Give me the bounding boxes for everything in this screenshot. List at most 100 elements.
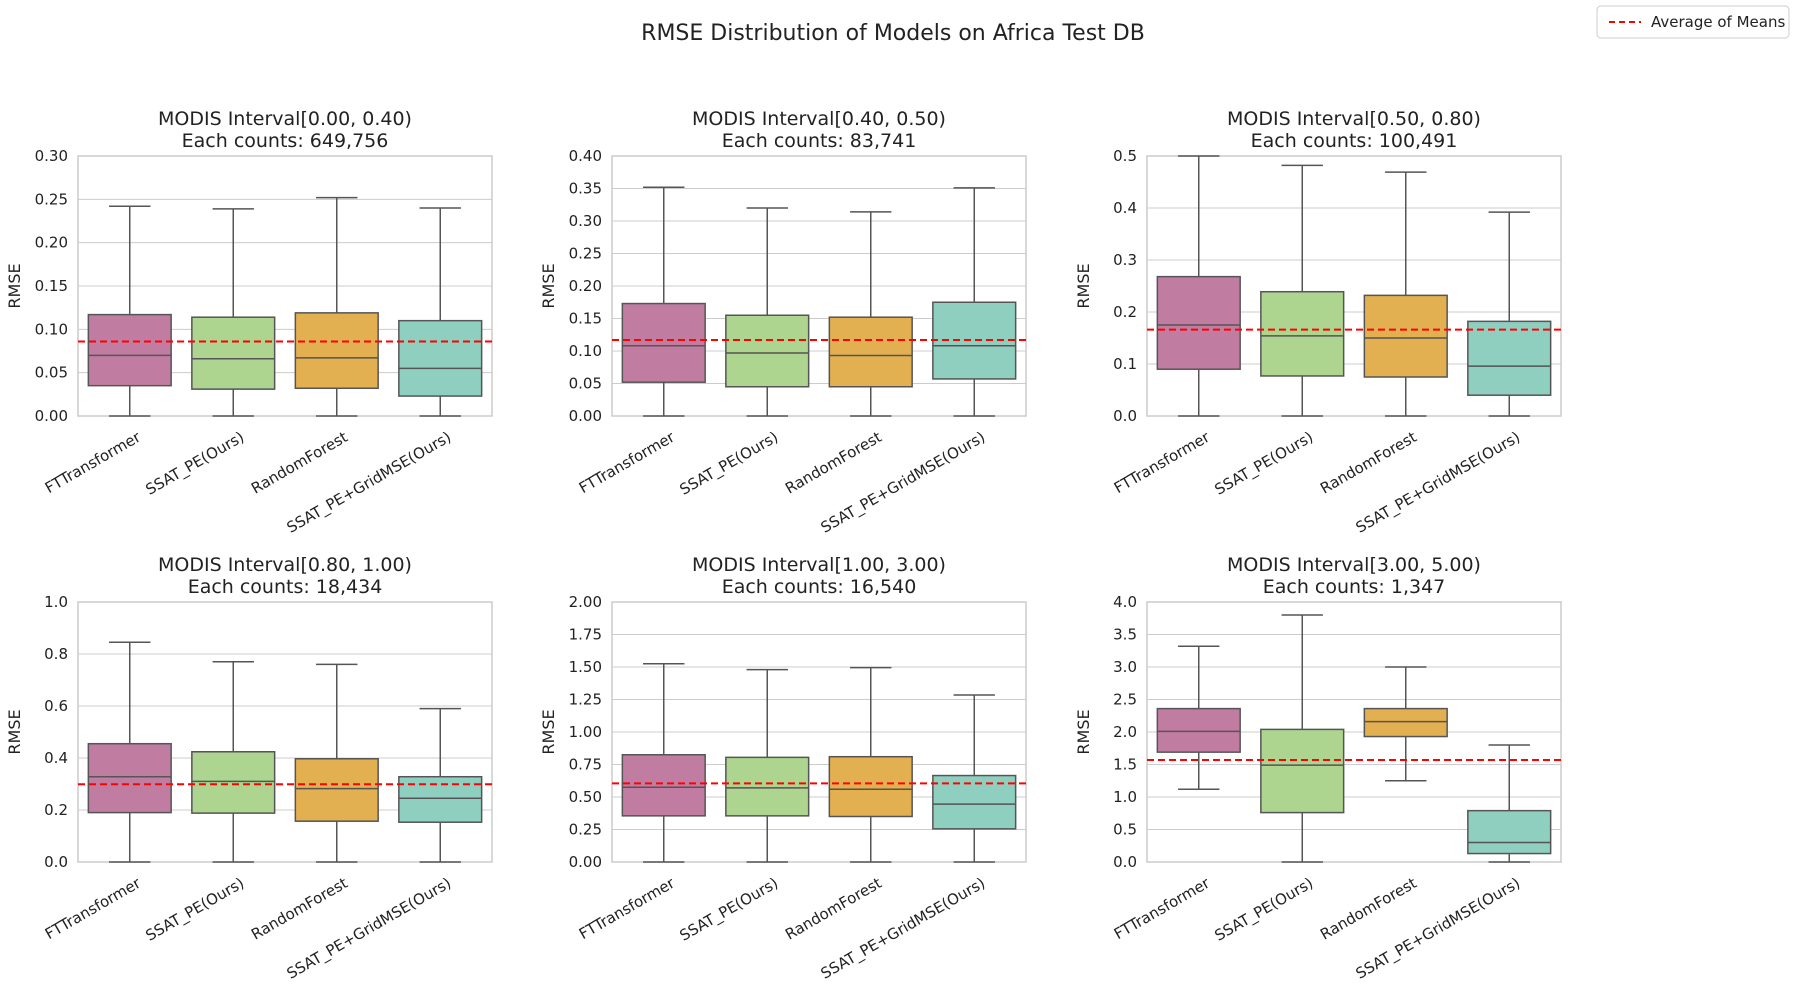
x-tick-label: SSAT_PE(Ours): [1211, 428, 1316, 500]
legend-frame: [1596, 5, 1790, 39]
box-4: [932, 187, 1017, 417]
box-1: [87, 205, 172, 417]
box-4: [398, 707, 483, 863]
panel-subtitle: Each counts: 649,756: [182, 130, 389, 152]
legend-label: Average of Means: [1651, 13, 1785, 31]
subplot-3: MODIS Interval[0.50, 0.80)Each counts: 1…: [1074, 108, 1562, 538]
box-2: [1260, 164, 1345, 417]
y-tick-label: 0.25: [569, 821, 602, 839]
y-tick-label: 1.5: [1113, 756, 1137, 774]
iqr-box: [1156, 275, 1241, 370]
axes-frame: [1146, 601, 1562, 863]
x-tick-label: FTTransformer: [42, 427, 145, 497]
y-tick-label: 1.25: [569, 691, 602, 709]
subplot-4: MODIS Interval[0.80, 1.00)Each counts: 1…: [5, 554, 493, 984]
iqr-box: [294, 312, 379, 390]
y-tick-label: 1.0: [1113, 788, 1137, 806]
iqr-box: [1260, 728, 1345, 814]
box-1: [621, 186, 706, 417]
box-3: [1363, 171, 1448, 417]
panel-title: MODIS Interval[0.00, 0.40): [158, 108, 412, 130]
iqr-box: [1260, 290, 1345, 377]
y-tick-label: 0.1: [1113, 355, 1137, 373]
y-tick-label: 0.25: [35, 190, 68, 208]
iqr-box: [191, 751, 276, 814]
y-tick-label: 0.30: [35, 147, 68, 165]
x-tick-label: RandomForest: [1317, 428, 1420, 498]
y-tick-label: 0.3: [1113, 251, 1137, 269]
y-tick-label: 0.50: [569, 788, 602, 806]
x-tick-label: FTTransformer: [576, 427, 679, 497]
box-3: [828, 211, 913, 417]
y-tick-label: 0.35: [569, 180, 602, 198]
box-2: [191, 208, 276, 417]
y-axis-label: RMSE: [5, 709, 24, 754]
x-tick-label: SSAT_PE(Ours): [142, 874, 247, 946]
box-2: [191, 661, 276, 863]
x-tick-label: RandomForest: [248, 428, 351, 498]
panel-title: MODIS Interval[0.80, 1.00): [158, 554, 412, 576]
y-tick-label: 1.50: [569, 658, 602, 676]
iqr-box: [87, 313, 172, 387]
iqr-box: [725, 756, 810, 817]
box-3: [294, 196, 379, 417]
y-tick-label: 0.15: [569, 310, 602, 328]
y-tick-label: 1.75: [569, 626, 602, 644]
x-tick-label: FTTransformer: [1111, 427, 1214, 497]
x-tick-label: SSAT_PE+GridMSE(Ours): [1353, 874, 1524, 984]
y-axis-label: RMSE: [1074, 263, 1093, 308]
box-1: [87, 641, 172, 863]
axes-frame: [77, 155, 493, 417]
iqr-box: [1156, 707, 1241, 753]
box-3: [294, 663, 379, 863]
x-tick-label: SSAT_PE+GridMSE(Ours): [284, 874, 455, 984]
iqr-box: [828, 316, 913, 388]
box-2: [1260, 614, 1345, 863]
x-tick-label: SSAT_PE(Ours): [1211, 874, 1316, 946]
y-tick-label: 4.0: [1113, 593, 1137, 611]
y-axis-label: RMSE: [5, 263, 24, 308]
iqr-box: [1467, 320, 1552, 396]
x-tick-label: RandomForest: [782, 428, 885, 498]
axes-frame: [611, 601, 1027, 863]
y-tick-label: 2.00: [569, 593, 602, 611]
axes-frame: [77, 601, 493, 863]
subplot-grid: MODIS Interval[0.00, 0.40)Each counts: 6…: [5, 108, 1562, 984]
x-tick-label: FTTransformer: [42, 873, 145, 943]
y-tick-label: 3.5: [1113, 626, 1137, 644]
y-tick-label: 0.40: [569, 147, 602, 165]
y-tick-label: 0.20: [35, 234, 68, 252]
y-tick-label: 0.05: [569, 375, 602, 393]
y-tick-label: 0.00: [569, 407, 602, 425]
y-tick-label: 0.5: [1113, 821, 1137, 839]
subplot-5: MODIS Interval[1.00, 3.00)Each counts: 1…: [539, 554, 1027, 984]
y-tick-label: 0.8: [44, 645, 68, 663]
legend: Average of Means: [1596, 5, 1790, 39]
iqr-box: [932, 774, 1017, 830]
box-1: [621, 663, 706, 863]
box-3: [1363, 666, 1448, 782]
y-tick-label: 0.20: [569, 277, 602, 295]
box-3: [828, 666, 913, 863]
x-tick-label: SSAT_PE(Ours): [676, 874, 781, 946]
x-tick-label: RandomForest: [248, 874, 351, 944]
iqr-box: [621, 754, 706, 817]
iqr-box: [1363, 707, 1448, 738]
y-tick-label: 1.00: [569, 723, 602, 741]
y-tick-label: 0.30: [569, 212, 602, 230]
y-tick-label: 3.0: [1113, 658, 1137, 676]
x-tick-label: SSAT_PE+GridMSE(Ours): [284, 428, 455, 538]
panel-subtitle: Each counts: 100,491: [1251, 130, 1458, 152]
panel-subtitle: Each counts: 83,741: [722, 130, 917, 152]
panel-title: MODIS Interval[1.00, 3.00): [692, 554, 946, 576]
x-tick-label: FTTransformer: [576, 873, 679, 943]
x-tick-label: SSAT_PE(Ours): [142, 428, 247, 500]
panel-title: MODIS Interval[0.40, 0.50): [692, 108, 946, 130]
box-4: [398, 207, 483, 417]
axes-frame: [1146, 155, 1562, 417]
y-tick-label: 0.4: [44, 749, 68, 767]
box-1: [1156, 155, 1241, 417]
y-tick-label: 0.00: [569, 853, 602, 871]
panel-subtitle: Each counts: 18,434: [188, 576, 383, 598]
y-axis-label: RMSE: [539, 709, 558, 754]
